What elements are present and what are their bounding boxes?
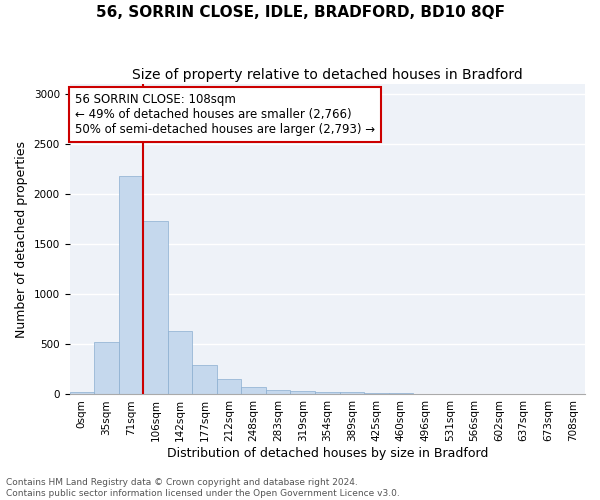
Bar [266, 390, 290, 394]
Bar [119, 176, 143, 394]
Bar [290, 391, 315, 394]
Bar [217, 379, 241, 394]
Y-axis label: Number of detached properties: Number of detached properties [15, 141, 28, 338]
Bar [364, 393, 389, 394]
Bar [241, 388, 266, 394]
Bar [70, 392, 94, 394]
Bar [192, 366, 217, 394]
Text: Contains HM Land Registry data © Crown copyright and database right 2024.
Contai: Contains HM Land Registry data © Crown c… [6, 478, 400, 498]
Bar [315, 392, 340, 394]
Bar [168, 331, 192, 394]
X-axis label: Distribution of detached houses by size in Bradford: Distribution of detached houses by size … [167, 447, 488, 460]
Title: Size of property relative to detached houses in Bradford: Size of property relative to detached ho… [132, 68, 523, 82]
Bar [340, 392, 364, 394]
Bar [143, 221, 168, 394]
Text: 56 SORRIN CLOSE: 108sqm
← 49% of detached houses are smaller (2,766)
50% of semi: 56 SORRIN CLOSE: 108sqm ← 49% of detache… [74, 94, 375, 136]
Text: 56, SORRIN CLOSE, IDLE, BRADFORD, BD10 8QF: 56, SORRIN CLOSE, IDLE, BRADFORD, BD10 8… [95, 5, 505, 20]
Bar [94, 342, 119, 394]
